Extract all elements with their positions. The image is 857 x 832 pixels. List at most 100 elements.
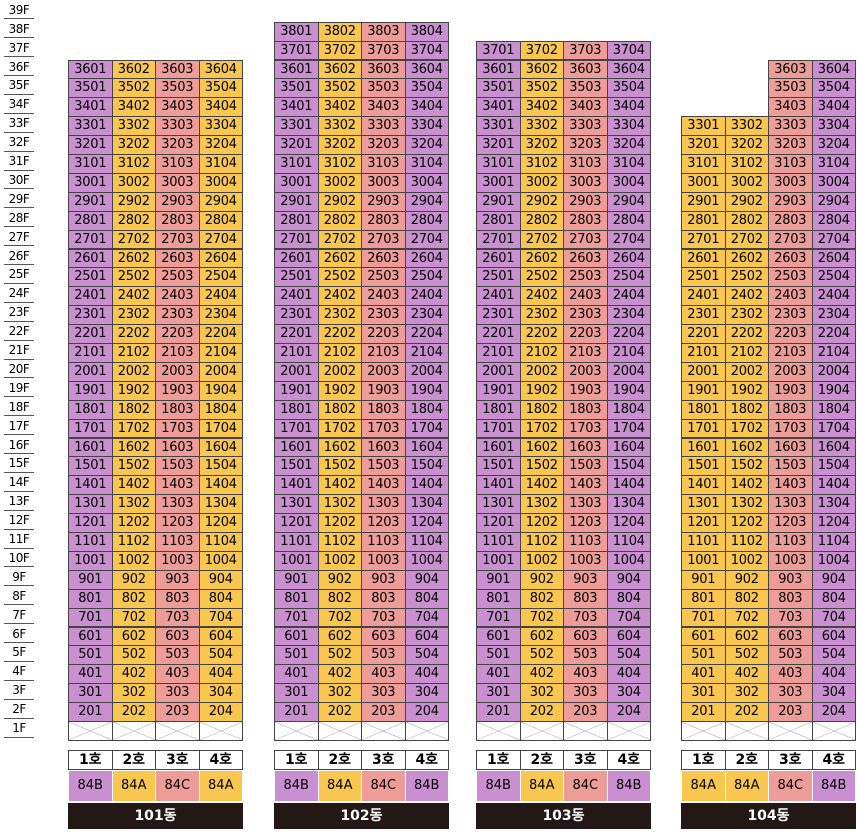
unit-cell: 2802 — [317, 210, 362, 231]
unit-cell: 403 — [155, 664, 200, 685]
unit-cell: 1803 — [361, 399, 406, 420]
unit-cell: 1402 — [317, 475, 362, 496]
unit-cell: 203 — [768, 702, 813, 722]
cross-icon — [812, 722, 855, 740]
unit-cell: 3203 — [563, 135, 608, 155]
unit-cell: 2702 — [317, 229, 362, 250]
unit-cell: 2104 — [606, 343, 651, 363]
unit-cell: 902 — [317, 569, 362, 590]
cross-icon — [156, 722, 199, 740]
unit-cell: 1001 — [68, 550, 113, 571]
cross-icon — [362, 722, 405, 740]
unit-cell: 1901 — [274, 380, 319, 401]
unit-cell: 2003 — [155, 361, 200, 382]
unit-cell: 1503 — [563, 456, 608, 477]
ho-label: 4호 — [404, 750, 449, 770]
unit-cell: 904 — [198, 569, 243, 590]
unit-cell: 3001 — [681, 172, 726, 193]
unit-cell: 1703 — [361, 418, 406, 439]
unit-cell: 201 — [476, 702, 521, 722]
unit-cell: 2301 — [68, 305, 113, 326]
unit-cell: 2201 — [681, 324, 726, 344]
cross-icon — [682, 722, 725, 740]
unit-cell: 2404 — [198, 286, 243, 307]
unit-cell: 2501 — [681, 267, 726, 288]
unit-cell: 204 — [606, 702, 651, 722]
unit-cell: 1104 — [811, 532, 856, 552]
unit-cell: 3403 — [768, 97, 813, 118]
unit-cell: 2903 — [563, 191, 608, 212]
building-name: 101동 — [68, 803, 243, 829]
unit-cell: 3202 — [519, 135, 564, 155]
unit-cell: 2702 — [111, 229, 156, 250]
unit-cell: 2402 — [519, 286, 564, 307]
unit-cell: 1704 — [404, 418, 449, 439]
empty-unit-cell — [361, 721, 406, 741]
unit-cell: 304 — [606, 683, 651, 704]
unit-cell: 1204 — [606, 513, 651, 533]
unit-cell: 2103 — [155, 343, 200, 363]
unit-cell: 1602 — [724, 437, 769, 458]
unit-cell: 3301 — [274, 116, 319, 137]
unit-cell: 2904 — [198, 191, 243, 212]
unit-cell: 2403 — [563, 286, 608, 307]
unit-cell: 2902 — [519, 191, 564, 212]
unit-cell: 602 — [519, 626, 564, 647]
ho-label: 3호 — [768, 750, 813, 770]
unit-cell: 2803 — [361, 210, 406, 231]
unit-cell: 1001 — [274, 550, 319, 571]
unit-cell: 2502 — [519, 267, 564, 288]
unit-cell: 1401 — [476, 475, 521, 496]
unit-cell: 3103 — [563, 154, 608, 174]
unit-cell: 1403 — [361, 475, 406, 496]
unit-cell: 2303 — [768, 305, 813, 326]
unit-cell: 2601 — [68, 248, 113, 269]
unit-cell: 3302 — [724, 116, 769, 137]
unit-cell: 2601 — [476, 248, 521, 269]
unit-cell: 1203 — [361, 513, 406, 533]
floor-label: 15F — [4, 454, 34, 473]
unit-cell: 1501 — [274, 456, 319, 477]
unit-cell: 3603 — [155, 59, 200, 80]
unit-cell: 2302 — [111, 305, 156, 326]
unit-type-label: 84A — [317, 770, 362, 802]
unit-cell: 3204 — [198, 135, 243, 155]
unit-cell: 201 — [681, 702, 726, 722]
empty-unit-cell — [68, 721, 113, 741]
unit-cell: 3503 — [155, 78, 200, 99]
unit-cell: 1903 — [155, 380, 200, 401]
unit-cell: 1701 — [681, 418, 726, 439]
unit-cell: 1104 — [606, 532, 651, 552]
unit-cell: 2702 — [724, 229, 769, 250]
unit-cell: 2603 — [563, 248, 608, 269]
unit-cell: 2603 — [361, 248, 406, 269]
unit-cell: 1201 — [68, 513, 113, 533]
unit-cell: 2004 — [198, 361, 243, 382]
unit-cell: 1102 — [519, 532, 564, 552]
unit-cell: 1501 — [68, 456, 113, 477]
unit-cell: 903 — [563, 569, 608, 590]
empty-unit-cell — [681, 721, 726, 741]
unit-cell: 2502 — [724, 267, 769, 288]
empty-unit-cell — [724, 721, 769, 741]
unit-cell: 3802 — [317, 21, 362, 42]
unit-cell: 2002 — [317, 361, 362, 382]
unit-cell: 802 — [519, 588, 564, 609]
ho-label: 4호 — [811, 750, 856, 770]
unit-cell: 401 — [274, 664, 319, 685]
unit-cell: 804 — [811, 588, 856, 609]
unit-cell: 1701 — [68, 418, 113, 439]
unit-cell: 3004 — [606, 172, 651, 193]
unit-cell: 604 — [198, 626, 243, 647]
unit-cell: 3304 — [811, 116, 856, 137]
unit-cell: 3402 — [317, 97, 362, 118]
unit-cell: 1601 — [274, 437, 319, 458]
unit-cell: 403 — [768, 664, 813, 685]
unit-cell: 2404 — [606, 286, 651, 307]
unit-cell: 3101 — [476, 154, 521, 174]
unit-cell: 2704 — [198, 229, 243, 250]
unit-cell: 1702 — [519, 418, 564, 439]
unit-cell: 3101 — [68, 154, 113, 174]
unit-cell: 404 — [811, 664, 856, 685]
unit-cell: 2601 — [681, 248, 726, 269]
